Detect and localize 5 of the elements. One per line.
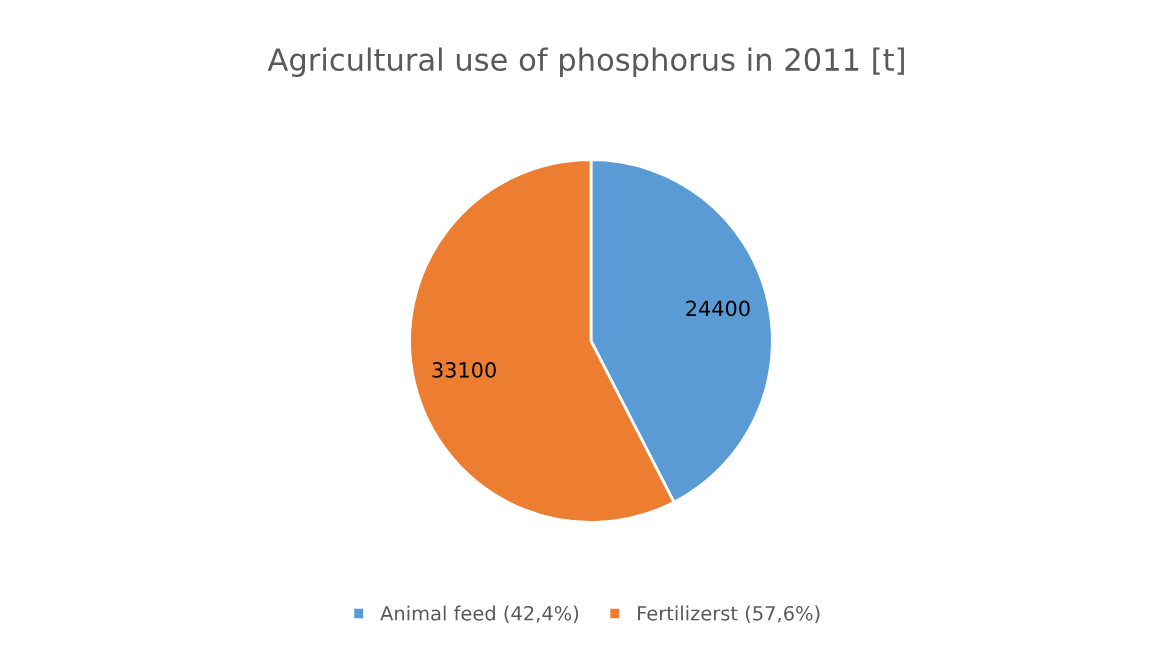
chart-title: Agricultural use of phosphorus in 2011 [t] [267,47,904,78]
legend-label: Fertilizerst (57,6%) [638,605,820,623]
legend-label: Animal feed (42,4%) [380,605,579,623]
data-label: 33100 [432,362,496,378]
data-label: 24400 [686,300,750,317]
